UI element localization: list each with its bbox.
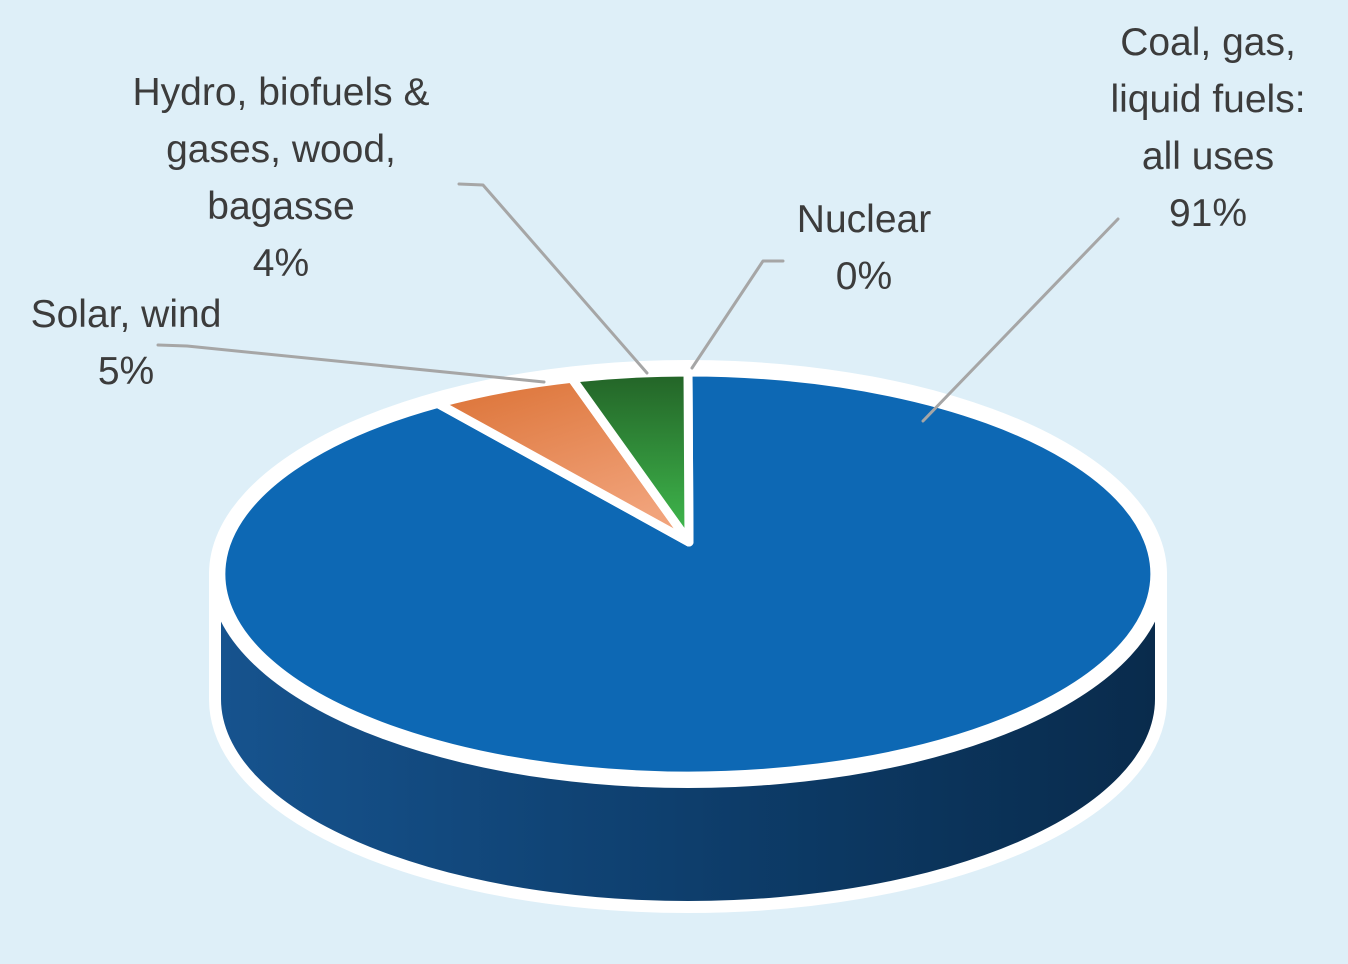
pie-side-face [221, 574, 1155, 901]
slice-label-line: Coal, gas, [1120, 21, 1296, 64]
pie-body [209, 360, 1167, 913]
slice-label-line: all uses [1141, 135, 1275, 178]
slice-percent-label: 4% [252, 242, 310, 285]
slice-label-hydro: Hydro, biofuels & gases, wood, bagasse 4… [133, 64, 430, 292]
leader-line-hydro [457, 182, 649, 375]
pie-slice-hydro [567, 367, 694, 547]
pie-slices [216, 367, 1160, 781]
slice-percent-label: 91% [1168, 192, 1248, 235]
slice-percent-label: 5% [97, 350, 155, 393]
slice-label-line: gases, wood, [166, 128, 396, 171]
leader-lines [156, 182, 1120, 423]
pie-slice-coal [216, 367, 1160, 781]
slice-label-solar: Solar, wind 5% [31, 286, 222, 400]
slice-label-line: liquid fuels: [1110, 78, 1306, 121]
slice-label-line: bagasse [207, 185, 355, 228]
slice-label-line: Hydro, biofuels & [132, 71, 430, 114]
leader-line-coal [921, 217, 1120, 423]
slice-label-line: Nuclear [796, 198, 932, 241]
leader-line-solar [156, 343, 546, 384]
leader-line-nuclear [690, 259, 785, 370]
slice-label-line: Solar, wind [30, 293, 222, 336]
slice-percent-label: 0% [835, 255, 893, 298]
slice-label-coal: Coal, gas, liquid fuels: all uses 91% [1110, 14, 1305, 242]
slice-label-nuclear: Nuclear 0% [797, 191, 931, 305]
